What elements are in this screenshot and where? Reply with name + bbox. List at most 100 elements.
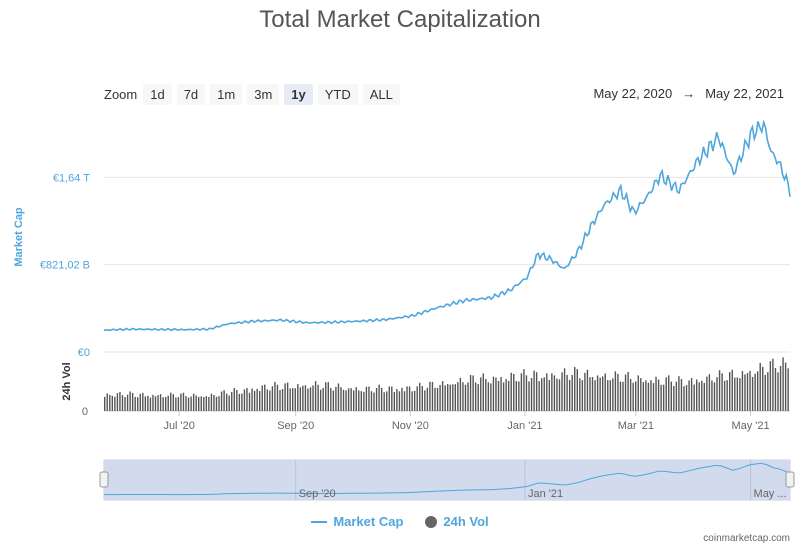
- volume-bar: [723, 380, 726, 411]
- volume-bar: [571, 375, 573, 411]
- volume-bar: [706, 376, 708, 411]
- navigator[interactable]: Sep '20 Jan '21 May ...: [99, 459, 795, 501]
- volume-bar: [411, 391, 413, 411]
- volume-bar: [139, 393, 141, 411]
- y-tick-label: €821,02 B: [40, 260, 90, 272]
- range-to[interactable]: May 22, 2021: [705, 86, 784, 101]
- volume-bar: [568, 379, 571, 411]
- volume-bar: [243, 389, 246, 411]
- navigator-line: [104, 462, 791, 496]
- navigator-selection[interactable]: [104, 460, 790, 500]
- volume-bar: [114, 396, 116, 411]
- volume-bar: [111, 395, 114, 411]
- volume-bar: [665, 377, 667, 411]
- volume-bar: [248, 392, 251, 411]
- zoom-all-button[interactable]: ALL: [362, 83, 400, 105]
- volume-bar: [787, 368, 789, 411]
- range-from[interactable]: May 22, 2020: [593, 86, 673, 101]
- vol-tick-label: 0: [82, 406, 88, 418]
- volume-bar: [284, 383, 286, 411]
- volume-bar: [454, 384, 457, 411]
- volume-bar: [680, 379, 683, 411]
- zoom-1m-button[interactable]: 1m: [210, 83, 243, 105]
- volume-bar: [129, 391, 131, 411]
- volume-bar: [535, 372, 538, 411]
- volume-bar: [350, 388, 352, 411]
- volume-bar: [472, 375, 474, 411]
- navigator-handle-right[interactable]: [785, 471, 795, 488]
- volume-bar: [500, 376, 502, 411]
- x-tick-label: Sep '20: [277, 420, 314, 432]
- volume-bar: [307, 388, 309, 411]
- volume-bar: [530, 377, 533, 411]
- volume-bar: [574, 367, 576, 411]
- volume-bar: [777, 372, 779, 411]
- volume-bar: [345, 390, 347, 411]
- volume-bar: [627, 372, 629, 411]
- zoom-1y-button[interactable]: 1y: [284, 83, 313, 105]
- volume-bar: [538, 381, 540, 411]
- volume-bar: [744, 374, 746, 411]
- volume-bar: [543, 377, 545, 411]
- volume-bar: [304, 385, 307, 411]
- volume-bar: [690, 378, 693, 411]
- volume-bar: [292, 388, 294, 411]
- volume-bar: [546, 373, 548, 411]
- volume-bar: [622, 381, 624, 411]
- volume-bar: [416, 386, 418, 411]
- volume-bar: [619, 381, 622, 411]
- navigator-handle-left[interactable]: [99, 471, 109, 488]
- volume-bar: [413, 390, 416, 411]
- volume-bar: [594, 380, 596, 411]
- volume-bar: [172, 394, 174, 411]
- volume-bar: [297, 384, 299, 411]
- volume-bar: [164, 396, 167, 411]
- volume-bar: [441, 381, 444, 411]
- volume-bar: [319, 389, 322, 411]
- volume-bar: [675, 381, 678, 411]
- volume-bar: [322, 387, 324, 411]
- volume-bar: [520, 373, 523, 411]
- volume-bar: [286, 382, 289, 411]
- zoom-1d-button[interactable]: 1d: [143, 83, 172, 105]
- volume-bar: [208, 397, 210, 411]
- volume-bar: [342, 389, 345, 411]
- volume-bar: [701, 380, 703, 411]
- volume-bar: [264, 384, 266, 411]
- legend-market-cap[interactable]: Market Cap: [311, 514, 403, 529]
- volume-bar: [241, 393, 243, 411]
- volume-bar: [294, 388, 296, 411]
- volume-bar: [312, 385, 314, 411]
- volume-bar: [388, 386, 390, 411]
- x-tick-label: Nov '20: [392, 420, 429, 432]
- volume-bar: [678, 376, 680, 411]
- volume-bar: [558, 379, 561, 411]
- volume-bar: [137, 397, 139, 411]
- volume-bar: [439, 384, 441, 411]
- volume-bar: [406, 386, 408, 411]
- volume-bar: [741, 371, 744, 411]
- volume-bar: [444, 385, 446, 411]
- volume-bar: [251, 388, 253, 411]
- volume-bar: [662, 384, 665, 411]
- volume-bar: [688, 380, 690, 411]
- volume-bar: [386, 391, 388, 411]
- volume-bar: [642, 382, 645, 411]
- volume-bar: [670, 381, 672, 411]
- volume-bar: [767, 372, 769, 411]
- zoom-7d-button[interactable]: 7d: [176, 83, 206, 105]
- zoom-ytd-button[interactable]: YTD: [317, 83, 358, 105]
- volume-bar: [391, 386, 393, 411]
- zoom-3m-button[interactable]: 3m: [247, 83, 280, 105]
- volume-bar: [401, 387, 403, 411]
- volume-bar: [632, 382, 634, 411]
- volume-bar: [396, 389, 398, 411]
- legend-vol[interactable]: 24h Vol: [425, 514, 489, 529]
- volume-bar: [134, 396, 136, 411]
- volume-bar: [337, 383, 340, 411]
- volume-bar: [528, 381, 530, 411]
- volume-bar: [650, 380, 652, 411]
- volume-bar: [645, 380, 647, 411]
- volume-bar: [269, 390, 271, 411]
- volume-bar: [746, 372, 749, 411]
